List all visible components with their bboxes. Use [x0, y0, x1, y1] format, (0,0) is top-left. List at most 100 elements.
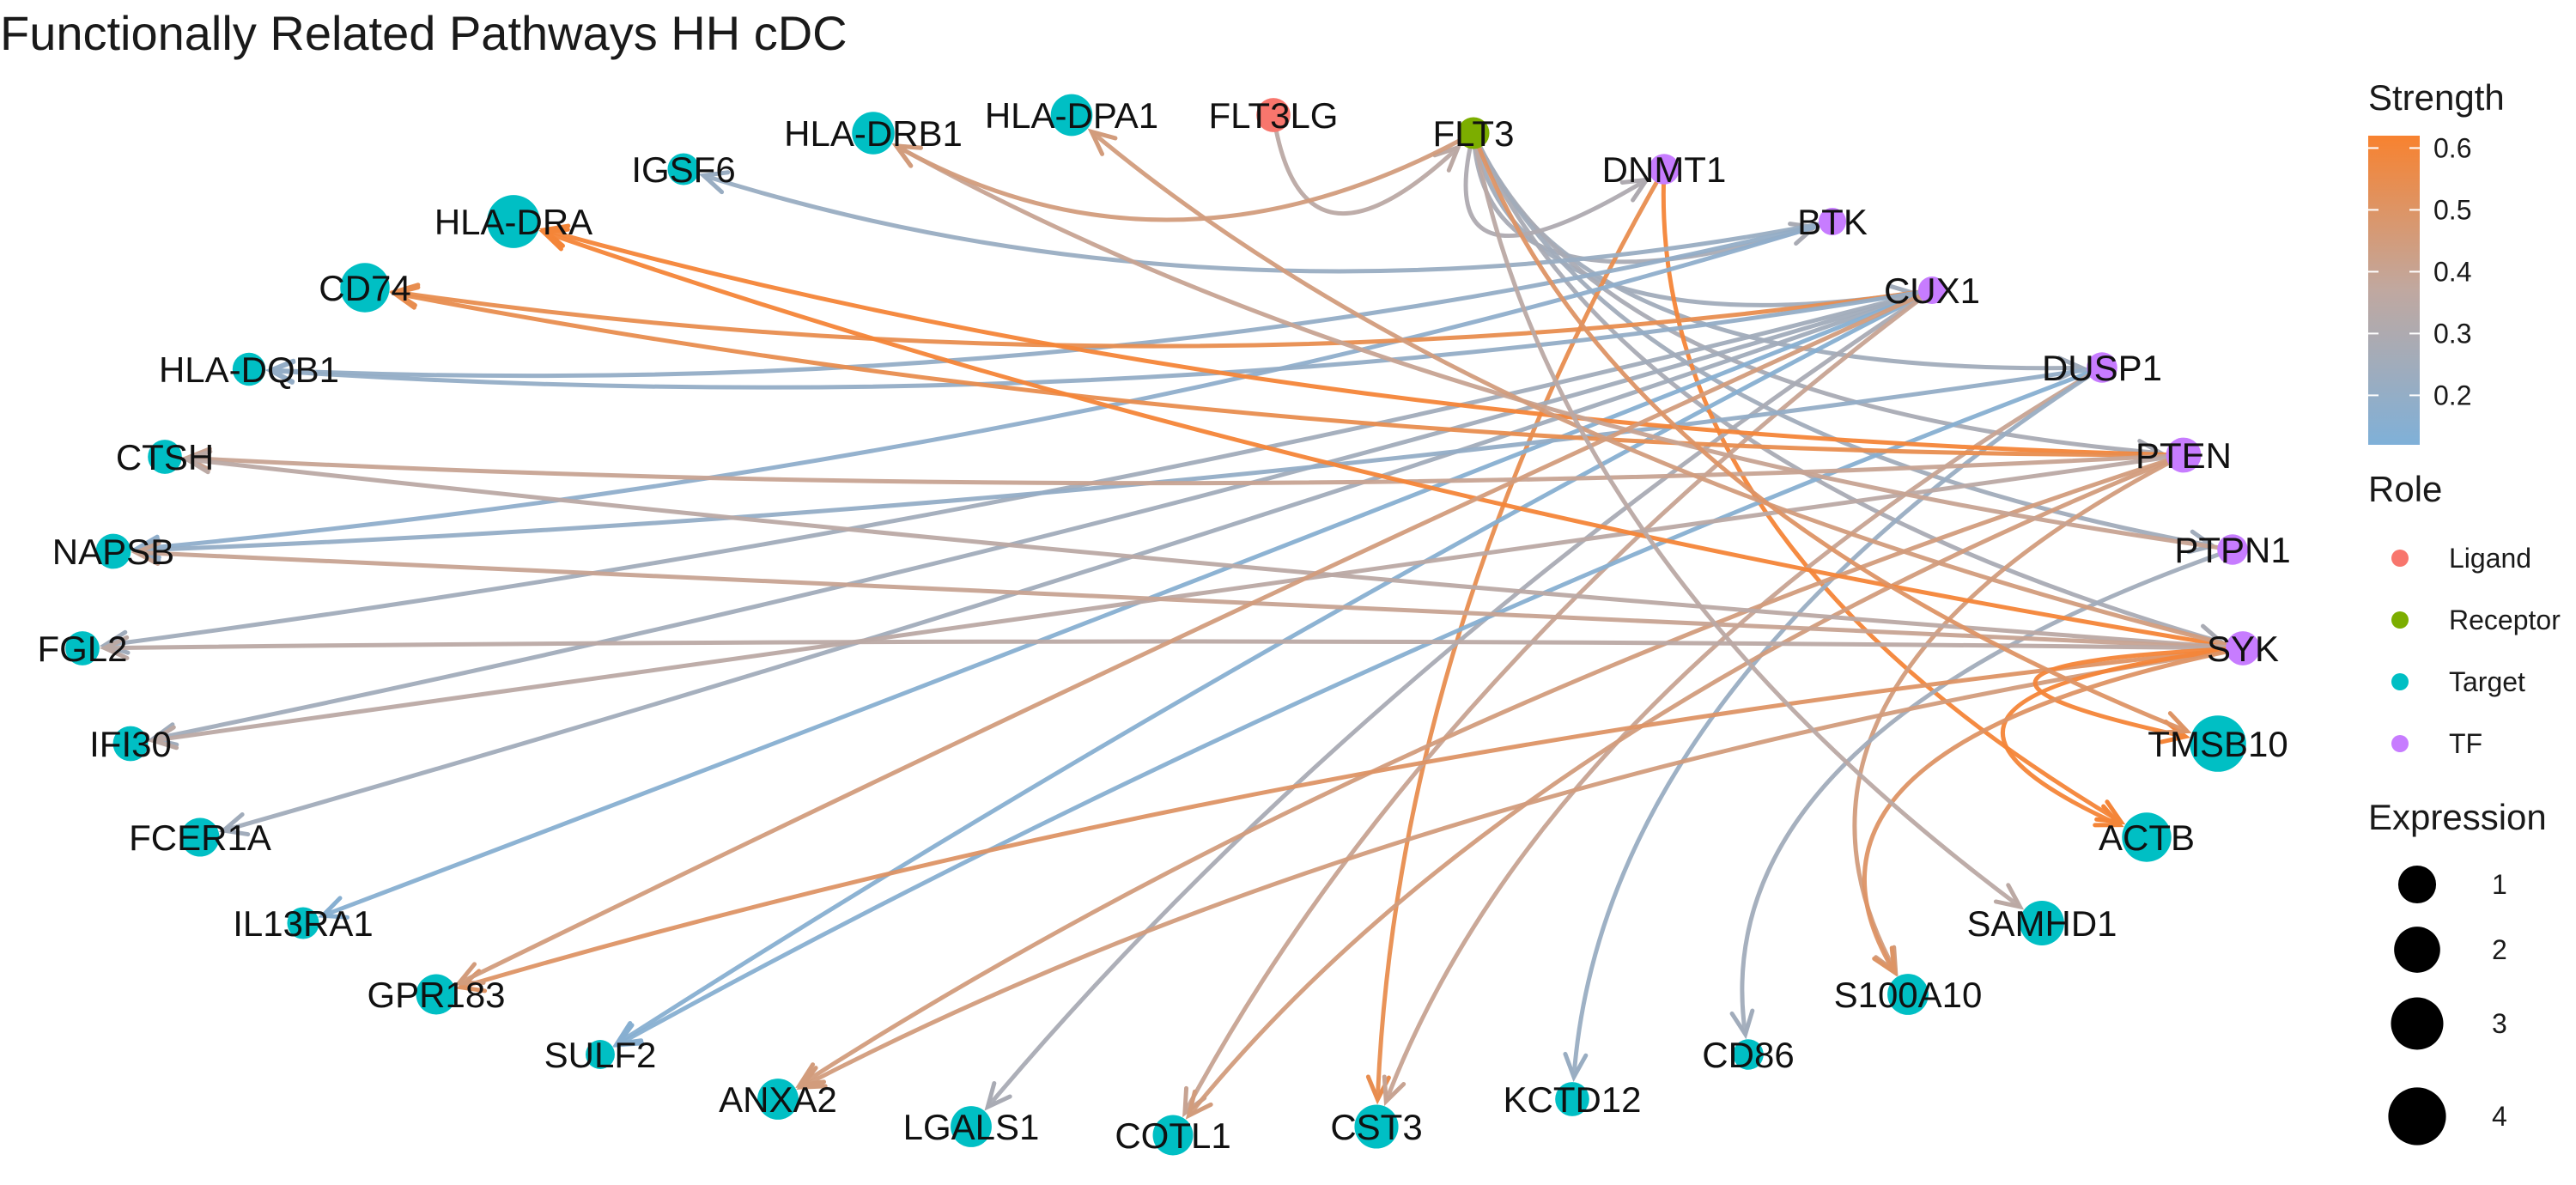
- node-kctd12[interactable]: [1555, 1082, 1589, 1116]
- node-hla-dqb1[interactable]: [232, 352, 266, 386]
- node-cd86[interactable]: [1733, 1039, 1764, 1070]
- expression-swatch-3: [2391, 997, 2444, 1050]
- arrowhead-napsb: [131, 541, 161, 567]
- node-cotl1[interactable]: [1152, 1115, 1194, 1156]
- arrowhead-hla-dpa1: [1087, 128, 1118, 156]
- node-syk[interactable]: [2226, 631, 2260, 665]
- node-label-samhd1: SAMHD1: [1966, 903, 2117, 944]
- node-label-cd74: CD74: [319, 268, 410, 308]
- node-label-pten: PTEN: [2136, 435, 2232, 476]
- node-label-kctd12: KCTD12: [1503, 1079, 1641, 1120]
- role-swatch-tf: [2391, 735, 2409, 752]
- node-fgl2[interactable]: [65, 631, 100, 665]
- arrowhead-anxa2: [795, 1062, 827, 1089]
- role-swatch-target: [2391, 673, 2409, 690]
- edge-flt3-to-dnmt1: [1463, 132, 1648, 239]
- arrowhead-lgals1: [984, 1080, 1012, 1111]
- node-label-ifi30: IFI30: [89, 724, 172, 764]
- edge-pten-to-cd74: [393, 291, 2184, 458]
- expression-label-2: 2: [2492, 934, 2507, 965]
- arrowhead-hla-dra: [538, 227, 570, 252]
- node-cux1[interactable]: [1917, 276, 1947, 305]
- node-ifi30[interactable]: [112, 726, 149, 762]
- node-label-flt3lg: FLT3LG: [1209, 95, 1339, 136]
- role-items: Ligand Receptor Target TF: [2391, 543, 2561, 759]
- arrowhead-anxa2: [796, 1066, 828, 1090]
- expression-label-3: 3: [2492, 1008, 2507, 1039]
- role-label-receptor: Receptor: [2449, 605, 2561, 635]
- node-gpr183[interactable]: [416, 974, 457, 1015]
- edge-cux1-to-lgals1: [986, 288, 1934, 1109]
- node-samhd1[interactable]: [2020, 901, 2064, 945]
- expression-items: 1 2 3 4: [2388, 865, 2507, 1146]
- strength-colorbar: [2368, 136, 2420, 445]
- node-lgals1[interactable]: [951, 1106, 992, 1147]
- chart-title: Functionally Related Pathways HH cDC: [0, 6, 848, 60]
- legend-role-title: Role: [2368, 469, 2442, 509]
- node-pten[interactable]: [2166, 437, 2202, 473]
- node-sulf2[interactable]: [586, 1040, 615, 1069]
- edge-syk-to-s100a10: [1862, 646, 2244, 974]
- edges-layer: [99, 114, 2244, 1120]
- node-cd74[interactable]: [340, 263, 390, 313]
- arrowhead-il13ra1: [318, 896, 349, 920]
- edge-dnmt1-to-cst3: [1375, 167, 1667, 1100]
- arrowhead-cst3: [1382, 1074, 1406, 1107]
- node-label-napsb: NAPSB: [52, 532, 174, 572]
- edge-flt3-to-ptpn1: [1471, 131, 2214, 549]
- node-cst3[interactable]: [1354, 1104, 1399, 1149]
- node-napsb[interactable]: [95, 533, 131, 569]
- arrowhead-dnmt1: [1619, 177, 1651, 203]
- arrowhead-ifi30: [148, 725, 179, 750]
- node-hla-dra[interactable]: [487, 195, 540, 248]
- edge-flt3-to-samhd1: [1471, 132, 2021, 908]
- edge-cux1-to-cotl1: [1182, 289, 1934, 1115]
- node-tmsb10[interactable]: [2190, 715, 2246, 772]
- node-label-dnmt1: DNMT1: [1602, 149, 1727, 190]
- edge-pten-to-ctsh: [186, 453, 2184, 486]
- strength-tick-label: 0.6: [2433, 132, 2471, 163]
- edge-syk-to-anxa2: [799, 646, 2244, 1090]
- node-dnmt1[interactable]: [1649, 154, 1680, 185]
- node-label-anxa2: ANXA2: [719, 1079, 837, 1120]
- node-s100a10[interactable]: [1887, 974, 1929, 1015]
- arrowhead-cd74: [389, 285, 421, 310]
- node-anxa2[interactable]: [757, 1079, 799, 1120]
- node-label-ptpn1: PTPN1: [2174, 530, 2290, 570]
- edge-flt3-to-hla-drb1: [895, 131, 1475, 222]
- edge-btk-to-igsf6: [702, 173, 1833, 274]
- edge-dnmt1-to-actb: [1661, 168, 2123, 824]
- node-label-fgl2: FGL2: [37, 629, 127, 669]
- node-flt3[interactable]: [1457, 117, 1490, 149]
- node-btk[interactable]: [1818, 207, 1847, 236]
- node-flt3lg[interactable]: [1256, 98, 1291, 132]
- edge-flt3-to-dusp1: [1471, 132, 2082, 371]
- node-igsf6[interactable]: [667, 153, 700, 185]
- strength-ticks: 0.6 0.5 0.4 0.3 0.2: [2368, 132, 2471, 410]
- arrowhead-fcer1a: [218, 811, 251, 837]
- node-label-lgals1: LGALS1: [903, 1107, 1040, 1147]
- arrowhead-samhd1: [1993, 883, 2025, 910]
- edge-ptpn1-to-hla-drb1: [895, 143, 2233, 552]
- node-dusp1[interactable]: [2087, 352, 2117, 383]
- arrowhead-tmsb10: [2160, 711, 2192, 735]
- role-swatch-receptor: [2391, 611, 2409, 629]
- node-label-hla-dpa1: HLA-DPA1: [985, 95, 1158, 136]
- node-ptpn1[interactable]: [2217, 534, 2248, 565]
- strength-tick-label: 0.5: [2433, 194, 2471, 225]
- arrowhead-gpr183: [454, 962, 486, 986]
- node-fcer1a[interactable]: [180, 817, 220, 857]
- node-il13ra1[interactable]: [287, 907, 319, 939]
- node-ctsh[interactable]: [148, 440, 182, 474]
- arrowhead-fgl2: [99, 635, 130, 660]
- legend-strength-title: Strength: [2368, 77, 2505, 118]
- node-actb[interactable]: [2122, 812, 2172, 862]
- node-label-sulf2: SULF2: [544, 1035, 657, 1075]
- labels-layer: FLT3LG FLT3 DNMT1 BTK CUX1 DUSP1 PTEN PTPN1 SYK T…: [37, 95, 2290, 1156]
- expression-label-4: 4: [2492, 1101, 2507, 1132]
- node-label-hla-dqb1: HLA-DQB1: [159, 349, 339, 390]
- node-hla-dpa1[interactable]: [1050, 94, 1093, 137]
- edge-syk-to-napsb: [136, 550, 2244, 651]
- node-hla-drb1[interactable]: [852, 112, 895, 155]
